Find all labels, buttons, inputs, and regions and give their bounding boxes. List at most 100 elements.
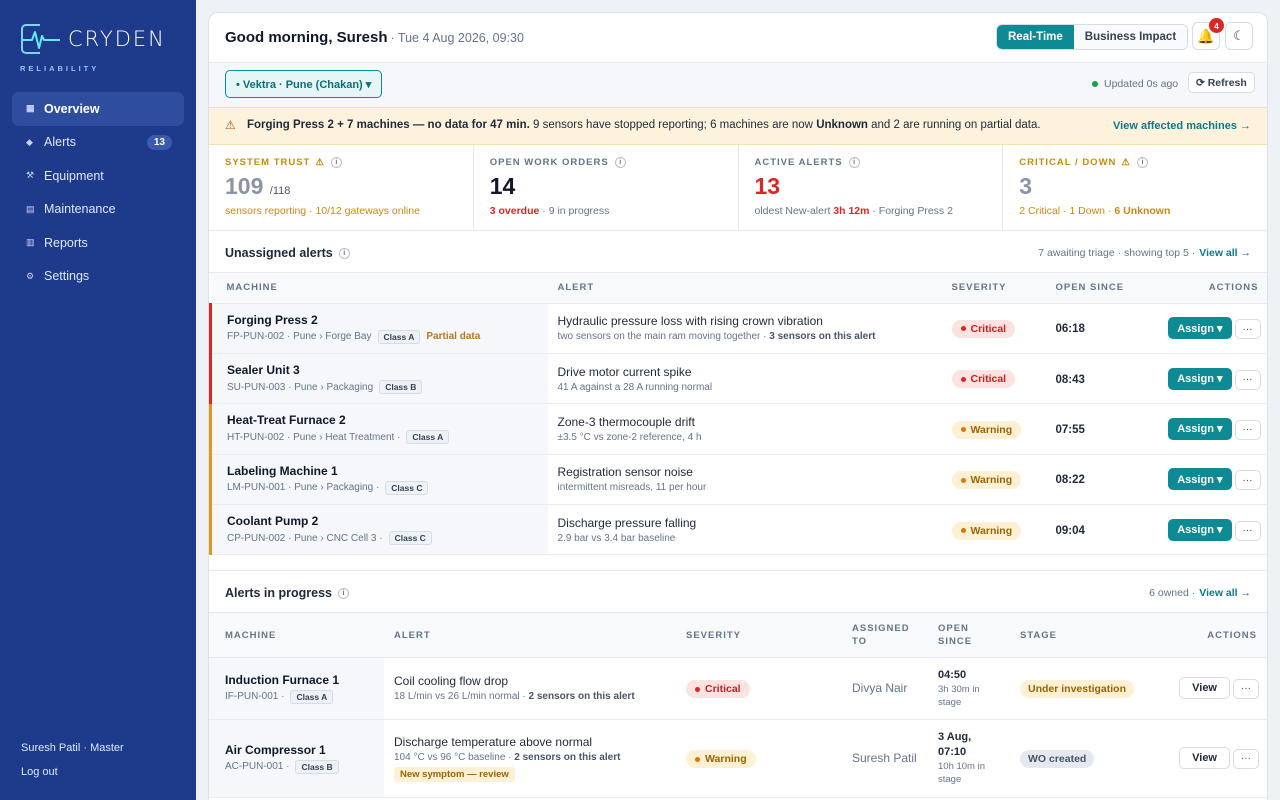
assign-button[interactable]: Assign ▾ — [1168, 468, 1232, 491]
severity-label: Critical — [970, 373, 1007, 386]
info-icon[interactable]: i — [848, 157, 860, 168]
table-row[interactable]: Coolant Pump 2 CP-PUN-002 · Pune › CNC Ce… — [209, 504, 1267, 556]
open-since: 07:55 — [1055, 423, 1085, 436]
machine-cell[interactable]: Air Compressor 1 AC-PUN-001 · Class B — [209, 719, 384, 798]
logout-link[interactable]: Log out — [21, 766, 58, 778]
kpi-critical-down[interactable]: CRITICAL / DOWN ⚠ i 3 2 Critical · 1 Down … — [1003, 145, 1267, 230]
class-badge: Class C — [388, 531, 432, 546]
alert-cell[interactable]: Discharge pressure falling 2.9 bar vs 3.4… — [547, 504, 942, 556]
severity-badge: Critical — [951, 319, 1016, 338]
table-row[interactable]: Forging Press 2 FP-PUN-002 · Pune › Forge… — [209, 303, 1267, 354]
more-actions-button[interactable]: ··· — [1234, 520, 1261, 541]
severity-badge: Warning — [951, 420, 1022, 439]
table-row[interactable]: Labeling Machine 1 LM-PUN-001 · Pune › Pa… — [209, 454, 1267, 506]
assign-button[interactable]: Assign ▾ — [1168, 417, 1232, 440]
theme-toggle-button[interactable]: ☾ — [1225, 22, 1253, 50]
more-actions-button[interactable]: ··· — [1233, 748, 1259, 769]
machine-name[interactable]: Air Compressor 1 — [225, 742, 326, 757]
machine-cell[interactable]: Coolant Pump 2 CP-PUN-002 · Pune › CNC Ce… — [209, 504, 548, 556]
alert-detail: 41 A against a 28 A running normal — [558, 382, 932, 393]
assign-button[interactable]: Assign ▾ — [1168, 367, 1232, 390]
alert-title[interactable]: Drive motor current spike — [557, 364, 692, 379]
sidebar-item-maintenance[interactable]: ▤ Maintenance — [12, 193, 184, 227]
assign-button[interactable]: Assign ▾ — [1168, 317, 1232, 340]
machine-name[interactable]: Forging Press 2 — [227, 312, 318, 327]
machine-name[interactable]: Induction Furnace 1 — [225, 672, 340, 687]
machine-cell[interactable]: Forging Press 2 FP-PUN-002 · Pune › Forge… — [209, 303, 548, 354]
alert-cell[interactable]: Registration sensor noise intermittent mi… — [547, 454, 942, 506]
alert-cell[interactable]: Drive motor current spike 41 A against a … — [547, 353, 942, 405]
alert-title[interactable]: Discharge temperature above normal — [394, 734, 593, 749]
more-actions-button[interactable]: ··· — [1234, 419, 1261, 440]
in-progress-alerts-header: Alerts in progress i 6 owned · View all → — [209, 571, 1267, 614]
machine-name[interactable]: Heat-Treat Furnace 2 — [227, 413, 346, 428]
machine-cell[interactable]: Labeling Machine 1 LM-PUN-001 · Pune › Pa… — [209, 454, 548, 506]
refresh-button[interactable]: ⟳ Refresh — [1188, 72, 1255, 93]
alert-cell[interactable]: Discharge temperature above normal 104 °C… — [384, 719, 676, 798]
more-actions-button[interactable]: ··· — [1234, 470, 1261, 491]
sidebar-item-equipment[interactable]: ⚒ Equipment — [12, 159, 184, 193]
alert-title[interactable]: Discharge pressure falling — [557, 515, 697, 530]
realtime-toggle-button[interactable]: Real-Time — [997, 25, 1074, 49]
alert-title[interactable]: Registration sensor noise — [557, 465, 693, 480]
sidebar-item-alerts[interactable]: ◆ Alerts 13 — [12, 126, 184, 160]
machine-id: AC-PUN-001 · — [225, 761, 290, 773]
open-since: 08:43 — [1055, 373, 1085, 386]
info-icon[interactable]: i — [330, 157, 342, 168]
info-icon[interactable]: i — [614, 157, 626, 168]
view-button[interactable]: View — [1179, 747, 1230, 770]
business-impact-toggle-button[interactable]: Business Impact — [1073, 25, 1188, 49]
machine-cell[interactable]: Heat-Treat Furnace 2 HT-PUN-002 · Pune › … — [209, 403, 548, 455]
view-affected-machines-link[interactable]: View affected machines → — [1113, 120, 1251, 132]
assignee-cell: Suresh Patil — [842, 719, 928, 798]
alert-title[interactable]: Coil cooling flow drop — [394, 674, 509, 689]
view-button[interactable]: View — [1179, 677, 1230, 700]
machine-name[interactable]: Labeling Machine 1 — [227, 463, 338, 478]
info-icon[interactable]: i — [338, 247, 350, 259]
info-icon[interactable]: i — [1136, 157, 1148, 168]
unassigned-alerts-header: Unassigned alerts i 7 awaiting triage · s… — [209, 231, 1267, 273]
assign-button[interactable]: Assign ▾ — [1168, 518, 1232, 541]
alert-title[interactable]: Zone-3 thermocouple drift — [557, 414, 695, 429]
sidebar-item-settings[interactable]: ⚙ Settings — [12, 260, 184, 294]
alert-title[interactable]: Hydraulic pressure loss with rising crow… — [557, 314, 823, 329]
open-since: 3 Aug, 07:10 — [938, 731, 972, 759]
more-actions-button[interactable]: ··· — [1234, 319, 1261, 340]
main-panel: Good morning, Suresh · Tue 4 Aug 2026, 09… — [208, 12, 1268, 800]
machine-name[interactable]: Sealer Unit 3 — [227, 363, 300, 378]
alert-cell[interactable]: Hydraulic pressure loss with rising crow… — [547, 303, 942, 354]
machine-cell[interactable]: Sealer Unit 3 SU-PUN-003 · Pune › Packagi… — [209, 353, 548, 405]
overdue-count: 3 overdue — [489, 205, 540, 217]
alert-cell[interactable]: Zone-3 thermocouple drift ±3.5 °C vs zone… — [547, 403, 942, 455]
severity-cell: Warning — [676, 719, 842, 798]
kpi-sub: 3 overdue · 9 in progress — [490, 205, 722, 217]
sidebar-item-overview[interactable]: ▦ Overview — [12, 92, 184, 126]
table-row[interactable]: Air Compressor 1 AC-PUN-001 · Class B Disch… — [209, 719, 1267, 798]
site-selector[interactable]: • Vektra · Pune (Chakan) ▾ — [225, 70, 383, 98]
table-row[interactable]: Sealer Unit 3 SU-PUN-003 · Pune › Packagi… — [209, 353, 1267, 405]
table-row[interactable]: Induction Furnace 1 IF-PUN-001 · Class A Co… — [209, 657, 1267, 720]
notifications-button[interactable]: 🔔 4 — [1192, 18, 1224, 50]
machine-cell[interactable]: Induction Furnace 1 IF-PUN-001 · Class A — [209, 657, 384, 720]
trust-value: 109 — [225, 173, 264, 199]
more-actions-button[interactable]: ··· — [1233, 678, 1259, 699]
brand-logo[interactable]: CRYDEN RELIABILITY — [20, 22, 164, 74]
info-icon[interactable]: i — [337, 587, 349, 599]
kpi-system-trust[interactable]: SYSTEM TRUST ⚠ i 109 /118 sensors reportin… — [209, 145, 474, 230]
view-all-unassigned-link[interactable]: View all → — [1199, 247, 1251, 259]
severity-badge: Warning — [686, 750, 756, 769]
kpi-active-alerts[interactable]: ACTIVE ALERTS i 13 oldest New-alert 3h 12… — [739, 145, 1004, 230]
column-header: ALERT — [384, 613, 676, 658]
severity-dot-icon — [960, 528, 966, 533]
view-all-in-progress-link[interactable]: View all → — [1199, 587, 1251, 600]
alert-detail-text: 41 A against a 28 A running normal — [557, 381, 713, 393]
more-actions-button[interactable]: ··· — [1234, 369, 1261, 390]
table-row[interactable]: Heat-Treat Furnace 2 HT-PUN-002 · Pune › … — [209, 403, 1267, 455]
kpi-open-work-orders[interactable]: OPEN WORK ORDERS i 14 3 overdue · 9 in pr… — [474, 145, 739, 230]
class-badge: Class B — [295, 759, 339, 774]
machine-name[interactable]: Coolant Pump 2 — [227, 514, 319, 529]
sidebar-item-reports[interactable]: ▥ Reports — [12, 226, 184, 260]
stage-badge: WO created — [1020, 749, 1095, 768]
alert-cell[interactable]: Coil cooling flow drop 18 L/min vs 26 L/m… — [384, 657, 676, 720]
new-symptom-badge[interactable]: New symptom — review — [394, 766, 515, 782]
